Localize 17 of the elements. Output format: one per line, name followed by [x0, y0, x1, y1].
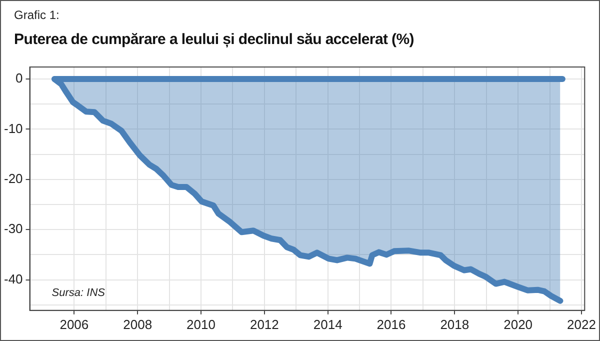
y-tick-label: -20	[4, 170, 23, 186]
annotation: Sursa: INS	[52, 286, 106, 299]
x-tick-label: 2016	[376, 316, 406, 332]
x-tick-label: 2020	[504, 316, 533, 332]
x-tick-label: 2022	[567, 316, 596, 332]
chart-title: Puterea de cumpărare a leului și declinul său accelerat (%)	[14, 31, 414, 48]
y-tick-label: -40	[4, 271, 23, 286]
x-tick-label: 2010	[186, 316, 216, 332]
x-tick-label: 2014	[313, 316, 342, 332]
y-tick-label: -30	[4, 221, 23, 236]
x-tick-label: 2006	[60, 316, 89, 332]
y-tick-label: -10	[4, 120, 23, 136]
text: Grafic 1:	[14, 8, 60, 22]
x-tick-label: 2008	[123, 316, 152, 332]
x-tick-label: 2018	[440, 316, 470, 332]
x-tick-label: 2012	[250, 316, 279, 332]
y-tick-label: 0	[16, 70, 23, 86]
